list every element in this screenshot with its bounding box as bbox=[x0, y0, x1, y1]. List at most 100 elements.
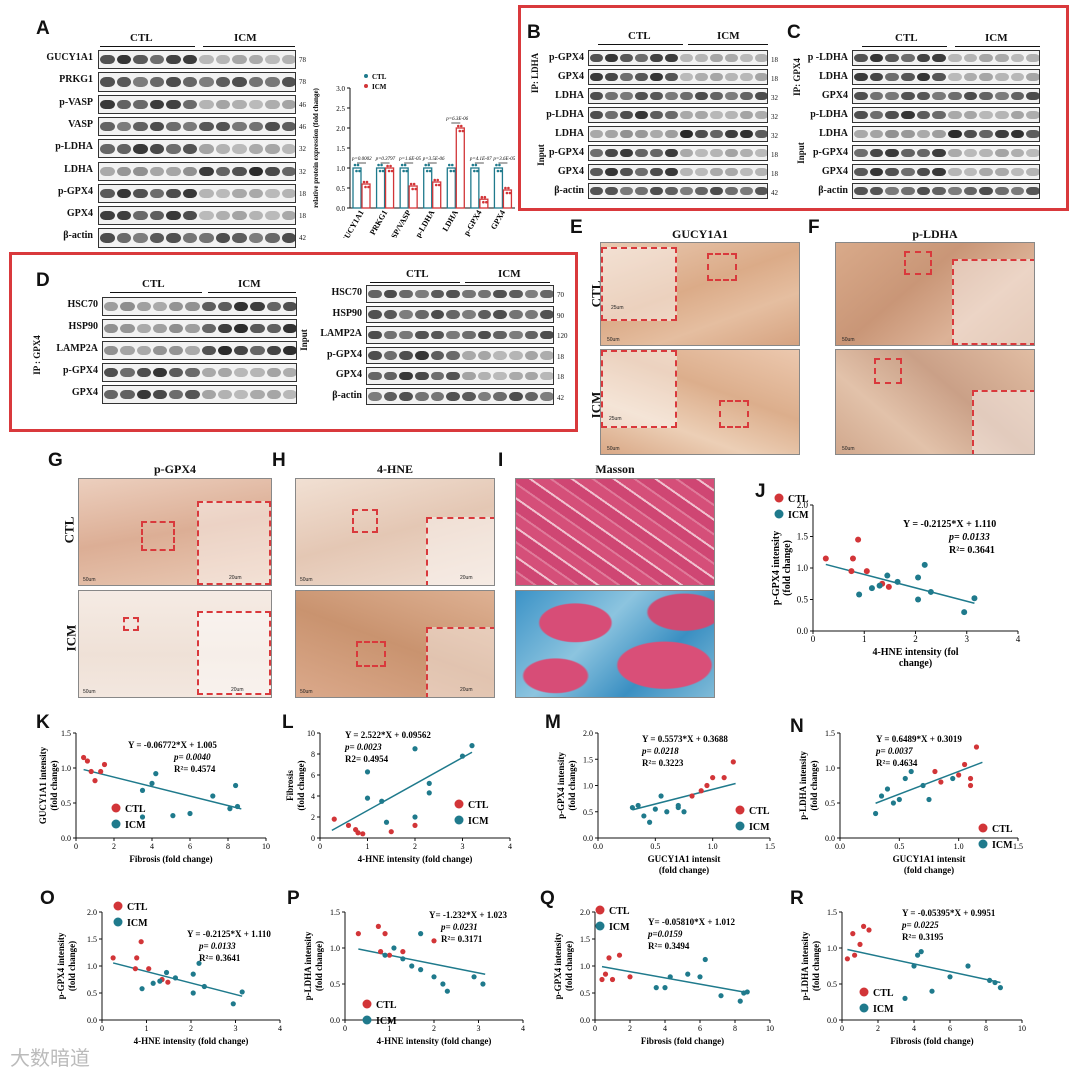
legend-ctl-marker bbox=[111, 803, 121, 813]
data-point-ctl bbox=[447, 163, 451, 167]
panel-b-row-label: GPX4 bbox=[557, 71, 584, 82]
blot-band bbox=[979, 73, 993, 82]
legend-icm-marker bbox=[454, 815, 464, 825]
blot-band bbox=[265, 99, 280, 109]
blot-band bbox=[590, 54, 603, 63]
data-point-ctl bbox=[849, 555, 856, 562]
y-tick-label: 0.0 bbox=[61, 834, 71, 843]
data-point-ctl bbox=[378, 169, 382, 173]
data-point-icm bbox=[718, 993, 724, 999]
panel-letter-g: G bbox=[48, 450, 63, 471]
data-point-ctl bbox=[498, 163, 501, 167]
panel-m-scatter: 0.0 0.5 1.0 1.5 0.0 0.5 1.0 1.5 2.0 GUCY1A1 inten… bbox=[556, 729, 775, 875]
x-tick-label: 0 bbox=[593, 1024, 597, 1033]
blot-band bbox=[120, 367, 135, 378]
data-point-icm bbox=[873, 810, 879, 817]
panel-c-blot-strip bbox=[852, 107, 1040, 123]
blot-band bbox=[710, 73, 723, 82]
blot-band bbox=[281, 144, 295, 154]
panel-letter-c: C bbox=[787, 22, 801, 43]
category-label: LDHA bbox=[441, 208, 460, 233]
blot-band bbox=[695, 73, 708, 82]
blot-band bbox=[963, 149, 978, 158]
panel-a-icm-label: ICM bbox=[234, 32, 257, 44]
blot-band bbox=[152, 301, 167, 312]
panel-a-kda-label: 46 bbox=[299, 100, 306, 109]
blot-band bbox=[199, 211, 214, 221]
panel-d-icm-label-right: ICM bbox=[498, 268, 521, 280]
x-tick-label: 4 bbox=[663, 1024, 667, 1033]
data-point-icm bbox=[409, 963, 415, 969]
blot-band bbox=[446, 351, 460, 360]
blot-band bbox=[1026, 73, 1039, 82]
blot-band bbox=[232, 166, 247, 176]
y-axis-label: p-LDHA intensity bbox=[303, 931, 313, 1000]
panel-p-scatter: 0 1 2 3 4 0.0 0.5 1.0 1.5 4-HNE intensity (fold c… bbox=[303, 908, 525, 1046]
blot-band bbox=[695, 187, 708, 196]
bar-ctl bbox=[423, 167, 433, 209]
blot-band bbox=[462, 392, 476, 401]
y-tick-label: 1.0 bbox=[336, 165, 345, 173]
blot-band bbox=[1026, 168, 1039, 177]
x-tick-label: 6 bbox=[948, 1024, 952, 1033]
blot-band bbox=[250, 389, 265, 400]
y-tick-label: 2.5 bbox=[336, 105, 345, 113]
panel-d-input-row-label: p-GPX4 bbox=[327, 348, 362, 360]
y-axis-label-line2: (fold change) bbox=[314, 941, 324, 991]
data-point-icm bbox=[364, 185, 367, 189]
data-point-ctl bbox=[138, 939, 144, 945]
blot-band bbox=[605, 73, 618, 82]
y-tick-label: 1.0 bbox=[825, 764, 835, 773]
bar-ctl bbox=[446, 167, 456, 209]
y-axis-label: Fibrosis bbox=[285, 770, 295, 801]
data-point-icm bbox=[483, 195, 487, 199]
blot-band bbox=[199, 166, 214, 176]
blot-band bbox=[979, 168, 993, 177]
panel-i-icm-image bbox=[515, 590, 715, 698]
panel-c-blot-strip bbox=[852, 145, 1040, 161]
y-axis-label-line2: (fold change) bbox=[567, 760, 577, 810]
data-point-ctl bbox=[863, 568, 870, 575]
regression-line bbox=[83, 768, 242, 810]
data-point-ctl bbox=[710, 775, 716, 781]
blot-band bbox=[755, 111, 767, 120]
data-point-ctl bbox=[855, 536, 862, 543]
panel-c-ctl-bracket bbox=[862, 46, 947, 47]
data-point-icm bbox=[426, 790, 432, 796]
panel-a-row-label: LDHA bbox=[64, 163, 93, 175]
x-tick-label: 8 bbox=[984, 1024, 988, 1033]
blot-band bbox=[869, 92, 884, 101]
blot-band bbox=[185, 301, 200, 312]
data-point-ctl bbox=[358, 169, 361, 173]
data-point-ctl bbox=[852, 952, 858, 958]
y-tick-label: 2.0 bbox=[583, 729, 593, 738]
legend-ctl-label: CTL bbox=[749, 806, 770, 817]
blot-band bbox=[136, 367, 151, 378]
blot-band bbox=[248, 55, 263, 65]
blot-band bbox=[885, 168, 899, 177]
data-point-ctl bbox=[427, 163, 431, 167]
blot-band bbox=[415, 392, 429, 401]
blot-band bbox=[590, 111, 603, 120]
y-axis-label: p-LDHA intensity bbox=[800, 931, 810, 1000]
data-point-icm bbox=[915, 952, 921, 958]
panel-d-icm-label-left: ICM bbox=[238, 278, 261, 290]
data-point-icm bbox=[233, 782, 239, 789]
blot-band bbox=[540, 392, 553, 401]
blot-band bbox=[932, 92, 946, 101]
regression-equation: Y = -0.2125*X + 1.110 bbox=[903, 519, 996, 530]
blot-band bbox=[901, 187, 915, 196]
blot-band bbox=[509, 289, 523, 299]
panel-letter-i: I bbox=[498, 450, 504, 471]
data-point-ctl bbox=[844, 956, 850, 962]
blot-band bbox=[215, 188, 230, 199]
y-tick-label: 0.0 bbox=[827, 1016, 837, 1025]
blot-band bbox=[217, 345, 232, 356]
blot-band bbox=[368, 351, 382, 360]
x-tick-label: 2 bbox=[432, 1024, 436, 1033]
blot-band bbox=[932, 168, 946, 177]
blot-band bbox=[963, 130, 978, 139]
data-point-ctl bbox=[861, 923, 867, 929]
blot-band bbox=[680, 92, 693, 101]
blot-band bbox=[665, 92, 678, 101]
